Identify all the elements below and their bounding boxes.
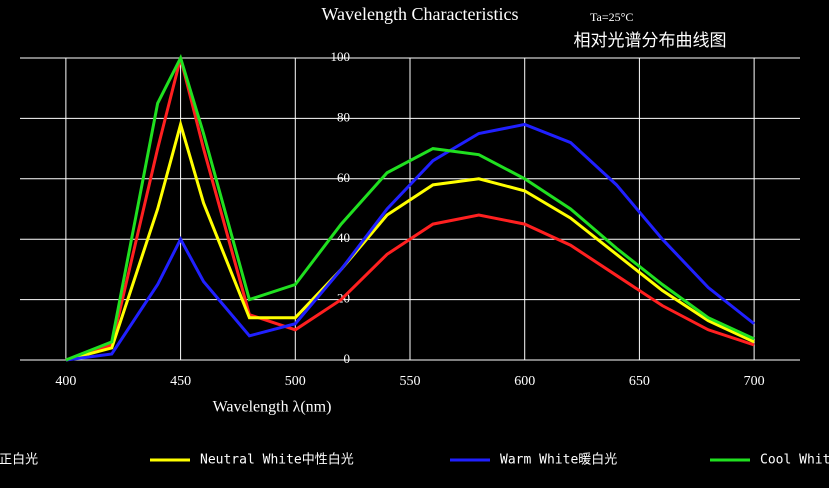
x-tick-label: 700: [744, 374, 765, 389]
y-tick-label: 0: [344, 351, 351, 366]
series-line: [65, 57, 755, 362]
legend-label: Warm White暖白光: [500, 452, 617, 468]
x-tick-label: 450: [170, 374, 191, 389]
legend-label: Neutral White中性白光: [200, 452, 354, 468]
chart-title: Wavelength Characteristics: [322, 4, 519, 24]
x-tick-label: 550: [400, 374, 421, 389]
legend-label: White正白光: [0, 452, 38, 468]
y-tick-label: 60: [337, 170, 350, 185]
series-line: [65, 118, 755, 362]
x-axis-label: Wavelength λ(nm): [213, 399, 332, 416]
y-tick-label: 100: [331, 49, 351, 64]
chart-subtitle: Ta=25°C: [590, 10, 633, 24]
x-tick-label: 400: [55, 374, 76, 389]
chinese-title: 相对光谱分布曲线图: [574, 31, 727, 50]
x-tick-label: 650: [629, 374, 650, 389]
x-tick-label: 500: [285, 374, 306, 389]
legend-label: Cool White: [760, 453, 829, 468]
y-tick-label: 40: [337, 230, 350, 245]
x-tick-label: 600: [514, 374, 535, 389]
y-tick-label: 80: [337, 109, 350, 124]
series-line: [65, 122, 756, 362]
series-line: [65, 53, 755, 362]
